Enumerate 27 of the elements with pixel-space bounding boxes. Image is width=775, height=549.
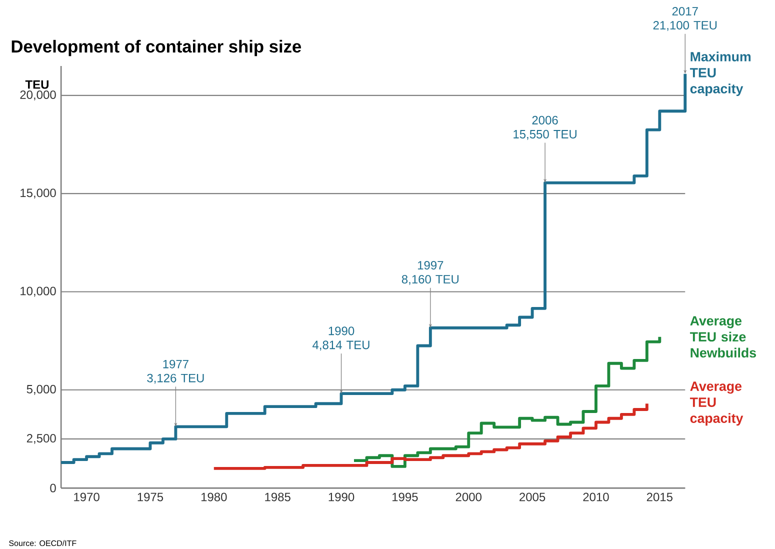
y-tick-label: 15,000 [20,188,56,198]
x-tick-label: 1980 [201,492,227,502]
text: Average TEU size Newbuilds [690,316,756,358]
x-tick-label: 2010 [583,492,609,502]
x-tick-label: 1970 [74,492,100,502]
y-tick-label: 5,000 [26,384,56,395]
annotation: 1990 4,814 TEU [312,326,370,351]
annotation: 1977 3,126 TEU [147,360,204,384]
x-tick-label: 2005 [520,492,546,502]
annotation: 2017 21,100 TEU [653,6,717,31]
x-tick-label: 2000 [456,492,482,502]
x-tick-label: 2015 [646,492,672,502]
x-tick-label: 1985 [265,492,290,502]
x-tick-label: 1990 [328,492,354,502]
annotation: 1997 8,160 TEU [402,260,458,285]
chart-title: Development of container ship size [12,40,302,56]
y-axis-title: TEU [25,80,48,89]
annotation: 2006 15,550 TEU [514,116,576,140]
y-tick-label: 20,000 [20,90,56,100]
text: Average TEU capacity [690,382,744,426]
series-label: Maximum TEU capacity [690,52,751,96]
y-tick-label: 0 [50,484,56,492]
x-tick-label: 1975 [138,492,164,502]
y-tick-label: 2,500 [26,434,56,444]
source-note: Source: OECD/ITF [9,540,76,546]
x-tick-label: 1995 [392,492,418,502]
y-tick-label: 10,000 [20,286,56,297]
